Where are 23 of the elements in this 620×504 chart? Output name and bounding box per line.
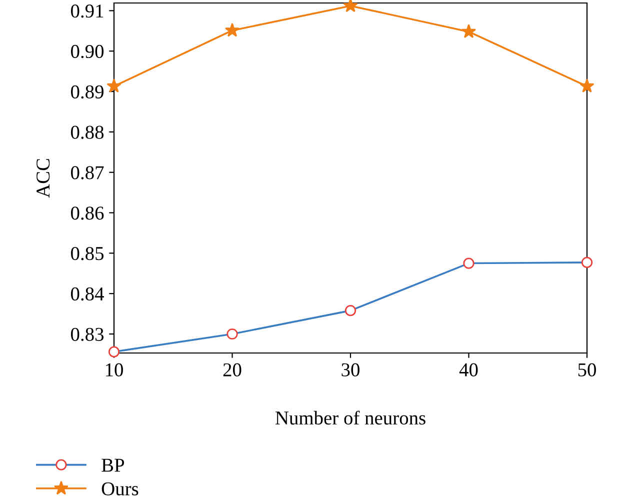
y-tick-label: 0.87 (70, 166, 104, 180)
legend-label: BP (102, 458, 124, 472)
y-tick-label: 0.89 (70, 85, 104, 99)
y-tick-label: 0.83 (70, 328, 104, 342)
y-tick-label: 0.88 (70, 126, 104, 139)
point (224, 22, 240, 37)
y-tick-label: 0.84 (70, 287, 104, 301)
x-tick-label: 50 (578, 363, 596, 376)
x-tick-label: 10 (106, 363, 123, 376)
x-tick-label: 40 (459, 363, 478, 376)
point (343, 0, 358, 12)
y-tick-label: 0.91 (70, 4, 104, 18)
x-tick-label: 30 (342, 363, 360, 376)
legend-label: Ours (102, 482, 138, 496)
point (580, 78, 594, 93)
y-tick-label: 0.85 (70, 246, 104, 260)
y-axis-title: ACC (36, 159, 50, 198)
x-tick-label: 20 (223, 363, 242, 376)
x-axis-title: Number of neurons (275, 410, 426, 425)
point (106, 78, 122, 93)
y-tick-label: 0.90 (70, 44, 104, 58)
y-tick-label: 0.86 (70, 206, 104, 220)
point (461, 24, 476, 38)
